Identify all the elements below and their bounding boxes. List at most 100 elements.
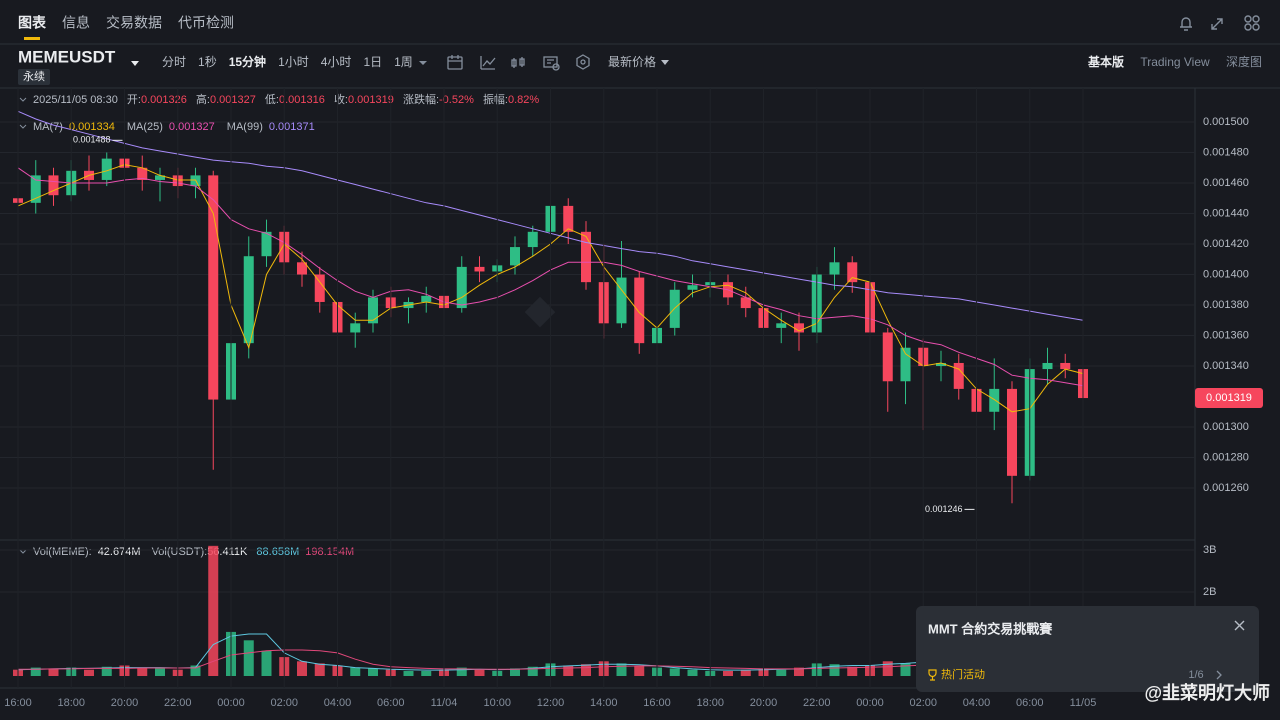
volume-bar bbox=[190, 665, 201, 676]
y-tick-label: 0.001380 bbox=[1203, 299, 1249, 311]
trophy-icon bbox=[928, 669, 937, 681]
volume-bar bbox=[794, 667, 804, 676]
candle-body bbox=[1060, 362, 1071, 370]
x-tick-label: 22:00 bbox=[164, 697, 192, 709]
x-tick-label: 10:00 bbox=[483, 697, 511, 709]
x-tick-label: 11/05 bbox=[1070, 697, 1097, 709]
nav-tab[interactable]: 代币检测 bbox=[178, 15, 234, 31]
candle-body bbox=[368, 297, 378, 324]
x-tick-label: 18:00 bbox=[57, 697, 85, 709]
x-tick-label: 22:00 bbox=[803, 697, 831, 709]
caret[interactable] bbox=[661, 60, 669, 65]
volume-value: 42.674M bbox=[98, 546, 141, 558]
layout-icon[interactable] bbox=[1244, 15, 1260, 31]
watermark: @韭菜明灯大师 bbox=[1144, 682, 1270, 703]
popup-page: 1/6 bbox=[1188, 669, 1203, 681]
candle-body bbox=[314, 274, 325, 302]
view-tab[interactable]: 基本版 bbox=[1087, 54, 1124, 69]
toolbar: MEMEUSDT 永续 分时 1秒 15分钟 1小时 4小时 1日 1周 最新价格 基本版 … bbox=[18, 47, 1262, 85]
x-tick-label: 04:00 bbox=[324, 697, 352, 709]
ma-value: 0.001327 bbox=[169, 121, 215, 133]
volume-bar bbox=[421, 670, 432, 676]
interval[interactable]: 1周 bbox=[394, 55, 413, 69]
interval[interactable]: 15分钟 bbox=[229, 54, 266, 69]
candle-body bbox=[829, 262, 840, 275]
contract-badge bbox=[18, 69, 50, 85]
candle-body bbox=[581, 231, 591, 283]
tool-icons bbox=[447, 54, 590, 71]
volume-bar bbox=[581, 664, 591, 676]
ohlc-value: -0.52% bbox=[439, 94, 474, 106]
bell-icon[interactable] bbox=[1180, 17, 1192, 31]
candle-body bbox=[208, 175, 219, 400]
template-icon[interactable] bbox=[543, 56, 560, 71]
caret[interactable] bbox=[419, 61, 427, 65]
next-icon[interactable] bbox=[1216, 670, 1222, 680]
symbol[interactable]: MEMEUSDT bbox=[18, 47, 116, 66]
view-tab[interactable]: Trading View bbox=[1140, 55, 1210, 69]
volume-bar bbox=[314, 663, 325, 676]
candle-type-icon[interactable] bbox=[511, 57, 525, 68]
interval[interactable]: 4小时 bbox=[321, 55, 352, 69]
volume-bar bbox=[403, 670, 414, 676]
y-tick-label: 0.001360 bbox=[1203, 329, 1249, 341]
collapse-caret[interactable] bbox=[19, 97, 27, 102]
interval-group: 分时 1秒 15分钟 1小时 4小时 1日 1周 bbox=[162, 54, 413, 69]
collapse-caret[interactable] bbox=[19, 124, 27, 129]
candle-body bbox=[847, 262, 858, 283]
settings-icon[interactable] bbox=[576, 54, 590, 70]
volume-bar bbox=[563, 665, 574, 676]
nav-tab[interactable]: 交易数据 bbox=[106, 15, 162, 31]
candle-body bbox=[350, 323, 361, 333]
x-tick-label: 20:00 bbox=[750, 697, 778, 709]
candle-body bbox=[527, 231, 538, 248]
ma-value: 0.001334 bbox=[69, 121, 115, 133]
y-tick-label: 0.001480 bbox=[1203, 146, 1249, 158]
candle-body bbox=[1007, 388, 1017, 476]
volume-bar bbox=[137, 667, 148, 676]
x-tick-label: 04:00 bbox=[963, 697, 991, 709]
nav-tab[interactable]: 信息 bbox=[62, 15, 90, 31]
interval[interactable]: 1小时 bbox=[278, 55, 309, 69]
collapse-caret[interactable] bbox=[19, 549, 27, 554]
candle-body bbox=[48, 175, 59, 196]
interval[interactable]: 1秒 bbox=[198, 55, 217, 69]
collapse-icon[interactable] bbox=[1211, 18, 1223, 30]
volume-bar bbox=[155, 668, 165, 676]
y-tick-label: 0.001300 bbox=[1203, 421, 1249, 433]
interval[interactable]: 分时 bbox=[162, 55, 186, 69]
y-tick-label: 0.001440 bbox=[1203, 207, 1249, 219]
close-icon[interactable] bbox=[1234, 620, 1245, 631]
x-tick-label: 11/04 bbox=[431, 697, 458, 709]
x-tick-label: 16:00 bbox=[643, 697, 671, 709]
last-price-tag bbox=[1195, 388, 1263, 409]
ohlc-value: 0.001319 bbox=[348, 94, 394, 106]
ohlc-value: 0.82% bbox=[508, 94, 539, 106]
nav-tab[interactable]: 图表 bbox=[18, 15, 47, 31]
ohlc-info: 2025/11/05 08:30 开:0.001326 高:0.001327 低… bbox=[33, 92, 539, 106]
x-tick-label: 14:00 bbox=[590, 697, 618, 709]
volume-ma-value: 88.658M bbox=[256, 546, 299, 558]
indicator-icon[interactable] bbox=[480, 56, 496, 70]
interval[interactable]: 1日 bbox=[363, 55, 382, 69]
caret[interactable] bbox=[131, 61, 139, 66]
ma-value: 0.001371 bbox=[269, 121, 315, 133]
view-tab[interactable]: 深度图 bbox=[1226, 54, 1262, 69]
calendar-icon[interactable] bbox=[447, 55, 463, 70]
y-tick-label: 3B bbox=[1203, 544, 1216, 556]
y-tick-label: 0.001500 bbox=[1203, 116, 1249, 128]
price-type[interactable]: 最新价格 bbox=[608, 54, 656, 69]
ohlc-label: 振幅: bbox=[483, 92, 508, 106]
x-tick-label: 12:00 bbox=[537, 697, 565, 709]
popup[interactable]: MMT 合約交易挑戰賽 热门活动 1/6 bbox=[916, 606, 1259, 692]
volume-bar bbox=[101, 666, 112, 676]
volume-legend: Vol(MEME): 42.674M Vol(USDT):56.411K 88.6… bbox=[33, 546, 354, 558]
contract-label: 永续 bbox=[23, 69, 45, 83]
ohlc-label: 收: bbox=[334, 92, 348, 106]
nav-icons bbox=[1180, 15, 1260, 31]
popup-tag[interactable]: 热门活动 bbox=[941, 667, 985, 681]
popup-box bbox=[916, 606, 1259, 692]
volume-bar bbox=[900, 663, 911, 676]
volume-label: Vol(USDT): bbox=[152, 546, 208, 558]
